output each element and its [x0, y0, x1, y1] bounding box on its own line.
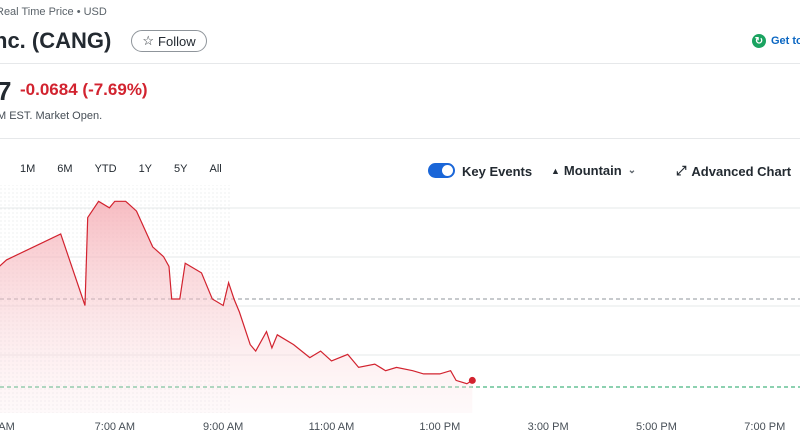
range-tab-6m[interactable]: 6M [57, 163, 73, 175]
quote-divider [0, 138, 800, 139]
chart-type-dropdown[interactable]: ▲ Mountain ⌄ [551, 163, 636, 178]
header-divider [0, 63, 800, 64]
get-label: Get to [771, 35, 800, 47]
market-status: M EST. Market Open. [0, 110, 103, 122]
follow-button[interactable]: ☆ Follow [131, 30, 207, 52]
x-tick-label: 9:00 AM [203, 421, 243, 433]
price-line [0, 200, 473, 385]
change-amount: -0.0684 [20, 80, 78, 99]
x-tick-label: 1:00 PM [419, 421, 460, 433]
range-tab-ytd[interactable]: YTD [94, 163, 117, 175]
price-change: -0.0684 (-7.69%) [20, 80, 148, 100]
range-tab-all[interactable]: All [209, 163, 222, 175]
x-tick-label: 3:00 PM [528, 421, 569, 433]
advanced-chart-label: Advanced Chart [691, 163, 792, 179]
chevron-down-icon: ⌄ [627, 165, 637, 176]
x-axis: AM 7:00 AM 9:00 AM 11:00 AM 1:00 PM 3:00 PM 5:… [0, 421, 785, 433]
change-percent: (-7.69%) [82, 80, 148, 99]
x-tick-label: 7:00 PM [744, 421, 785, 433]
star-icon: ☆ [142, 33, 155, 48]
x-tick-label: 7:00 AM [95, 421, 135, 433]
range-tab-5y[interactable]: 5Y [174, 163, 188, 175]
key-events-label: Key Events [462, 164, 533, 179]
get-app-link[interactable]: ↻ Get to [752, 34, 800, 48]
chart-type-label: Mountain [563, 163, 622, 178]
price-value: 7 [0, 76, 12, 106]
x-tick-label: 11:00 AM [309, 421, 355, 433]
range-tabs: 1M 6M YTD 1Y 5Y All [20, 163, 222, 175]
expand-arrow-icon: ⤢ [676, 163, 687, 178]
green-badge-icon: ↻ [752, 34, 766, 48]
source-line: Real Time Price • USD [0, 6, 107, 18]
x-tick-label: 5:00 PM [636, 421, 677, 433]
key-events-toggle[interactable] [428, 163, 455, 178]
range-tab-1y[interactable]: 1Y [138, 163, 153, 175]
follow-label: Follow [158, 33, 196, 49]
price-area [0, 201, 473, 413]
last-price-dot [468, 376, 476, 384]
toggle-knob [442, 165, 453, 176]
x-tick-label: AM [0, 421, 15, 433]
page-title: nc. (CANG) [0, 28, 112, 53]
range-tab-1m[interactable]: 1M [20, 163, 36, 175]
mountain-icon: ▲ [551, 165, 560, 176]
advanced-chart-button[interactable]: ⤢ Advanced Chart [676, 163, 791, 179]
